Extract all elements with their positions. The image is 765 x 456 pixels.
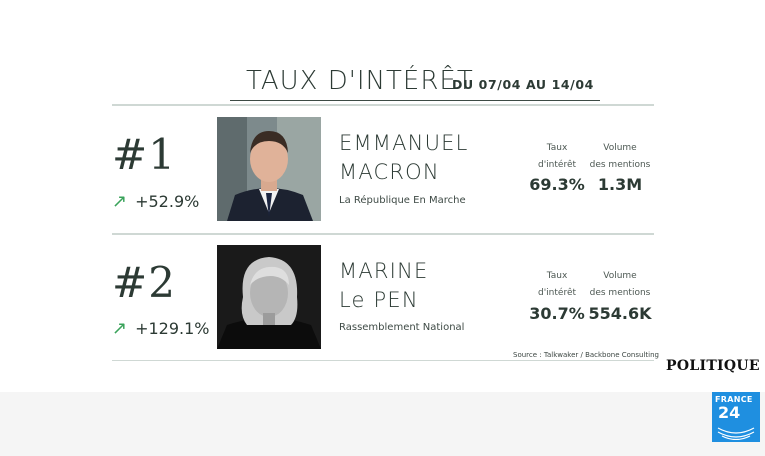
name-1-last: MACRON	[339, 160, 440, 184]
title-underline	[230, 100, 600, 101]
divider-top	[112, 104, 654, 106]
rank-1: #1	[112, 130, 176, 179]
interest-value-1: 69.3%	[529, 175, 585, 194]
name-2-first: MARINE	[339, 259, 429, 283]
party-1: La République En Marche	[339, 195, 466, 206]
page-title: TAUX D'INTÉRÊT	[246, 66, 474, 96]
delta-1: ↗ +52.9%	[112, 191, 199, 212]
photo-macron	[217, 117, 321, 221]
logo-text-24: 24	[718, 403, 741, 422]
name-2-last: Le PEN	[339, 288, 419, 312]
delta-2-value: +129.1%	[135, 319, 210, 338]
name-1: EMMANUEL MACRON	[339, 129, 469, 187]
logo-waves-icon	[717, 427, 755, 440]
photo-le-pen	[217, 245, 321, 349]
divider-middle	[112, 233, 654, 235]
interest-value-2: 30.7%	[529, 304, 585, 323]
divider-bottom	[112, 360, 654, 361]
mentions-value-2: 554.6K	[588, 304, 652, 323]
title-block: TAUX D'INTÉRÊT DU 07/04 AU 14/04	[230, 66, 610, 102]
interest-label-1: Taux d'intérêt	[537, 143, 577, 170]
party-2: Rassemblement National	[339, 322, 465, 333]
mentions-label-1: Volume des mentions	[589, 143, 651, 170]
delta-1-value: +52.9%	[135, 192, 200, 211]
france24-logo: FRANCE 24	[712, 392, 760, 442]
logo-text-france: FRANCE	[715, 395, 753, 404]
rank-2: #2	[112, 258, 176, 307]
arrow-up-right-icon: ↗	[112, 191, 128, 212]
lower-third-band	[0, 392, 765, 456]
arrow-up-right-icon: ↗	[112, 318, 128, 339]
delta-2: ↗ +129.1%	[112, 318, 210, 339]
name-1-first: EMMANUEL	[339, 131, 469, 155]
source-note: Source : Talkwaker / Backbone Consulting	[513, 351, 659, 359]
mentions-label-2: Volume des mentions	[589, 271, 651, 298]
section-label: POLITIQUE	[666, 358, 760, 374]
mentions-value-1: 1.3M	[597, 175, 643, 194]
name-2: MARINE Le PEN	[339, 257, 428, 315]
date-range: DU 07/04 AU 14/04	[452, 77, 594, 92]
interest-label-2: Taux d'intérêt	[537, 271, 577, 298]
